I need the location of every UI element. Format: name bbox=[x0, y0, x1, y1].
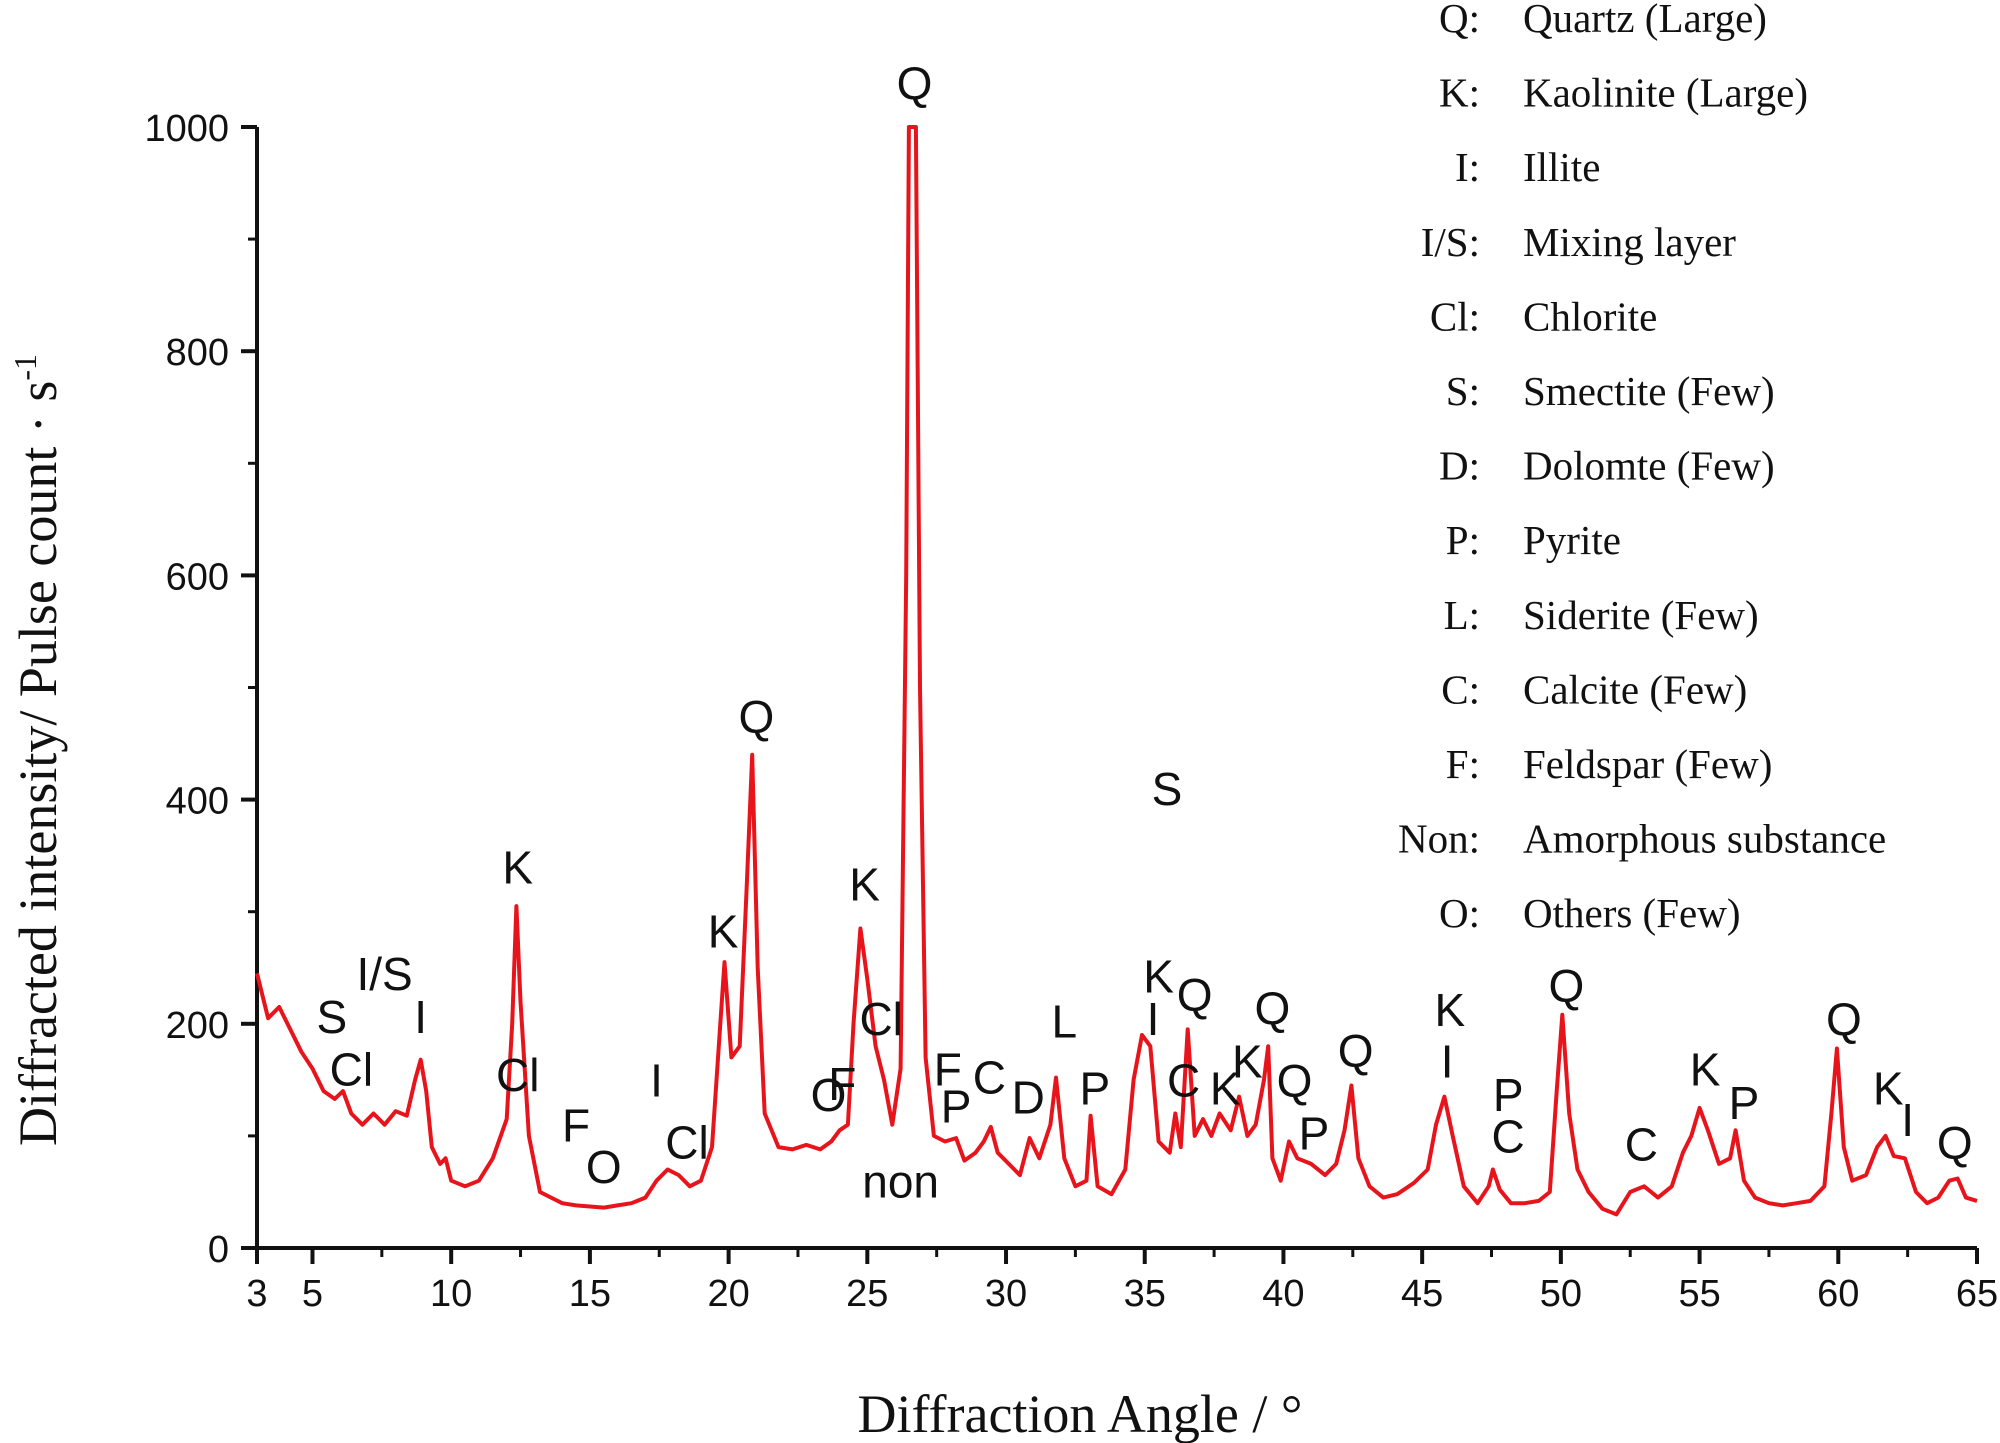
peak-label: C bbox=[973, 1051, 1006, 1103]
peak-label: Cl bbox=[859, 993, 902, 1045]
legend-label: Siderite (Few) bbox=[1523, 592, 1759, 638]
legend-label: Kaolinite (Large) bbox=[1523, 70, 1808, 116]
legend-label: Smectite (Few) bbox=[1523, 368, 1775, 414]
peak-label: C bbox=[1167, 1055, 1200, 1107]
x-tick-label: 60 bbox=[1817, 1273, 1859, 1315]
peak-label: Q bbox=[738, 690, 774, 742]
peak-label: K bbox=[502, 842, 533, 894]
peak-label: P bbox=[1729, 1077, 1760, 1129]
x-tick-label: 10 bbox=[430, 1273, 472, 1315]
peak-label: L bbox=[1051, 995, 1077, 1047]
peak-label: I bbox=[1147, 993, 1160, 1045]
x-tick-label: 25 bbox=[846, 1273, 888, 1315]
y-tick-label: 0 bbox=[208, 1229, 229, 1271]
peak-label: K bbox=[1232, 1036, 1263, 1088]
peak-label: P bbox=[1299, 1107, 1330, 1159]
x-tick-label: 3 bbox=[246, 1273, 267, 1315]
peak-label: non bbox=[862, 1156, 939, 1208]
peak-label: Cl bbox=[496, 1049, 539, 1101]
x-tick-label: 55 bbox=[1678, 1273, 1720, 1315]
x-tick-label: 50 bbox=[1540, 1273, 1582, 1315]
legend-label: Dolomte (Few) bbox=[1523, 443, 1775, 489]
legend-label: Chlorite bbox=[1523, 293, 1657, 339]
y-tick-label: 1000 bbox=[144, 108, 229, 150]
legend-code: Cl: bbox=[1430, 293, 1480, 339]
legend-code: I/S: bbox=[1421, 219, 1480, 265]
peak-label: Q bbox=[1277, 1055, 1313, 1107]
xrd-chart: 0 200 400 600 800 1000 3 5 10 15 20 25 30 35 40 45 50 55… bbox=[0, 0, 2000, 1443]
legend-code: L: bbox=[1444, 592, 1480, 638]
peak-label: Q bbox=[1338, 1024, 1374, 1076]
legend-label: Others (Few) bbox=[1523, 890, 1740, 936]
legend-code: S: bbox=[1446, 368, 1480, 414]
peak-label: S bbox=[317, 991, 348, 1043]
x-tick-label: 20 bbox=[707, 1273, 749, 1315]
legend-code: Non: bbox=[1398, 816, 1480, 862]
x-axis-title: Diffraction Angle / ° bbox=[858, 1384, 1303, 1443]
legend-code: O: bbox=[1439, 890, 1480, 936]
peak-label: K bbox=[849, 858, 880, 910]
peak-label: D bbox=[1012, 1071, 1045, 1123]
legend-label: Pyrite bbox=[1523, 517, 1621, 563]
peak-label: I bbox=[414, 991, 427, 1043]
y-tick-label: 800 bbox=[166, 332, 229, 374]
peak-label: K bbox=[1873, 1063, 1904, 1115]
peak-label: F bbox=[828, 1058, 856, 1110]
legend-code: P: bbox=[1446, 517, 1480, 563]
x-tick-label: 30 bbox=[985, 1273, 1027, 1315]
peak-label: S bbox=[1152, 763, 1183, 815]
legend-label: Amorphous substance bbox=[1523, 816, 1886, 862]
legend-label: Mixing layer bbox=[1523, 219, 1736, 265]
peak-label: C bbox=[1625, 1119, 1658, 1171]
y-axis-title-main: Diffracted intensity/ Pulse count · s bbox=[8, 381, 68, 1146]
peak-label: P bbox=[941, 1080, 972, 1132]
peak-label: C bbox=[1492, 1111, 1525, 1163]
peak-label: K bbox=[708, 906, 739, 958]
legend-code: K: bbox=[1439, 70, 1480, 116]
legend-label: Illite bbox=[1523, 144, 1600, 190]
peak-label: O bbox=[586, 1141, 622, 1193]
peak-label: I bbox=[1441, 1036, 1454, 1088]
peak-label: Q bbox=[1254, 982, 1290, 1034]
x-tick-label: 65 bbox=[1956, 1273, 1998, 1315]
x-tick-label: 35 bbox=[1124, 1273, 1166, 1315]
peak-label: Q bbox=[1177, 968, 1213, 1020]
x-ticks: 3 5 10 15 20 25 30 35 40 45 50 55 60 65 bbox=[246, 1248, 1998, 1315]
y-tick-label: 400 bbox=[166, 781, 229, 823]
y-ticks: 0 200 400 600 800 1000 bbox=[144, 108, 257, 1271]
legend-code: I: bbox=[1455, 144, 1480, 190]
peak-label: K bbox=[1435, 984, 1466, 1036]
peak-label: I/S bbox=[356, 948, 412, 1000]
y-axis-title: Diffracted intensity/ Pulse count · s-1 bbox=[7, 354, 68, 1146]
x-tick-label: 15 bbox=[569, 1273, 611, 1315]
x-tick-label: 5 bbox=[302, 1273, 323, 1315]
peak-label: P bbox=[1079, 1063, 1110, 1115]
legend-label: Feldspar (Few) bbox=[1523, 741, 1772, 787]
x-tick-label: 40 bbox=[1262, 1273, 1304, 1315]
peak-label: Q bbox=[1826, 993, 1862, 1045]
peak-label: Q bbox=[1937, 1116, 1973, 1168]
legend-code: C: bbox=[1441, 666, 1480, 712]
y-tick-label: 200 bbox=[166, 1005, 229, 1047]
legend-code: D: bbox=[1439, 443, 1480, 489]
y-tick-label: 600 bbox=[166, 556, 229, 598]
peak-label: Cl bbox=[330, 1043, 373, 1095]
peak-label: K bbox=[1690, 1043, 1721, 1095]
peak-label: I bbox=[650, 1055, 663, 1107]
legend-code: F: bbox=[1446, 741, 1480, 787]
y-axis-title-sup: -1 bbox=[7, 354, 43, 381]
legend-label: Quartz (Large) bbox=[1523, 0, 1767, 41]
legend: Q: Quartz (Large) K: Kaolinite (Large) I: Ill… bbox=[1398, 0, 1886, 936]
peak-label: Q bbox=[897, 57, 933, 109]
legend-label: Calcite (Few) bbox=[1523, 666, 1747, 712]
peak-label: Q bbox=[1549, 959, 1585, 1011]
peak-label: I bbox=[1901, 1094, 1914, 1146]
x-tick-label: 45 bbox=[1401, 1273, 1443, 1315]
legend-code: Q: bbox=[1439, 0, 1480, 41]
peak-label: Cl bbox=[665, 1116, 708, 1168]
